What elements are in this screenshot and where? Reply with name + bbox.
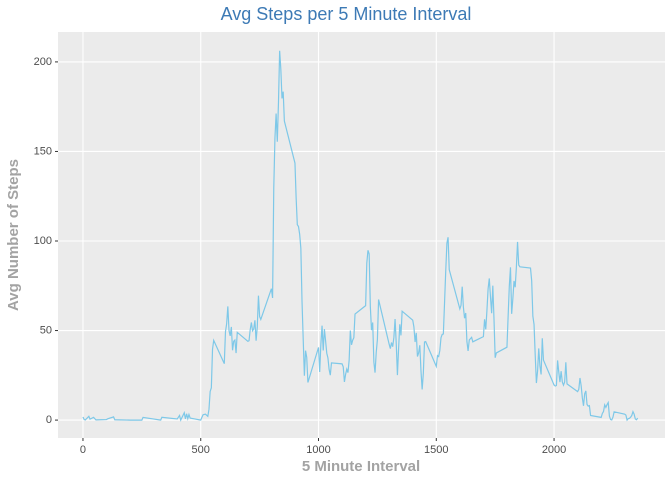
x-axis-title: 5 Minute Interval (302, 458, 420, 475)
x-tick-label: 0 (80, 444, 86, 456)
x-tick-label: 500 (192, 444, 210, 456)
x-tick-label: 1000 (306, 444, 330, 456)
x-tick-label: 2000 (542, 444, 566, 456)
y-tick-label: 100 (34, 235, 52, 247)
y-tick-label: 150 (34, 145, 52, 157)
plot-panel (58, 32, 665, 438)
y-axis-title: Avg Number of Steps (5, 159, 22, 311)
y-tick-label: 0 (46, 414, 52, 426)
data-line (82, 50, 639, 422)
y-tick-label: 200 (34, 56, 52, 68)
x-tick-label: 1500 (424, 444, 448, 456)
y-tick-label: 50 (40, 324, 52, 336)
chart-title: Avg Steps per 5 Minute Interval (221, 4, 472, 24)
